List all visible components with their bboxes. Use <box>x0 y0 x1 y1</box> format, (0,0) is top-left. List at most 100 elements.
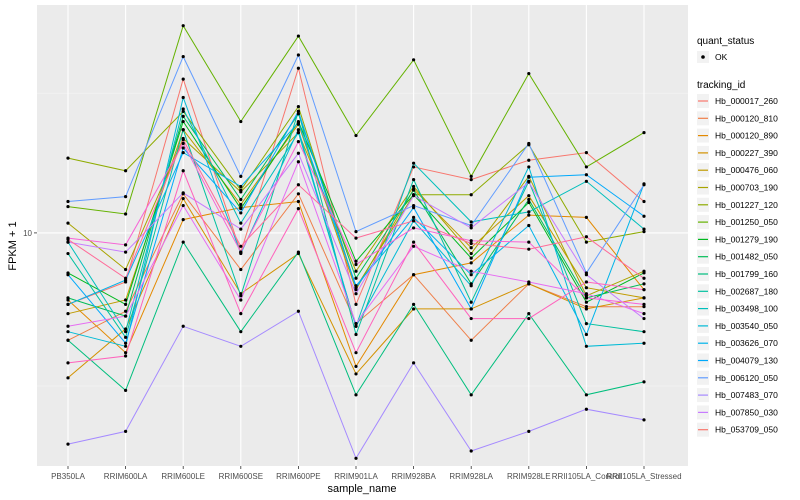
data-point <box>527 200 531 205</box>
legend-series-entries: Hb_000017_260 Hb_000120_810 Hb_000120_890 H… <box>697 94 778 437</box>
legend-title-tracking-id: tracking_id <box>697 80 745 91</box>
legend-entry-label: Hb_007483_070 <box>715 390 778 400</box>
data-point <box>354 456 358 460</box>
data-point <box>584 173 589 177</box>
data-point <box>584 273 589 277</box>
y-axis-ticks: 10 <box>23 229 37 238</box>
data-point <box>296 199 300 204</box>
data-point <box>527 210 531 214</box>
data-point <box>527 429 531 434</box>
data-point <box>296 53 300 57</box>
data-point <box>584 300 589 304</box>
x-tick-label: RRIM600LA <box>104 472 148 481</box>
legend-entry-label: Hb_000476_060 <box>715 165 778 175</box>
data-point <box>469 316 473 321</box>
data-point <box>642 296 646 300</box>
data-point <box>469 223 473 228</box>
legend-entry-label: Hb_004079_130 <box>715 356 778 366</box>
data-point <box>584 322 589 326</box>
data-point <box>412 307 416 311</box>
data-point <box>66 302 70 307</box>
data-point <box>181 95 185 100</box>
legend-entry-label: Hb_000120_890 <box>715 131 778 141</box>
data-point <box>642 341 646 345</box>
data-point <box>469 284 473 288</box>
data-point <box>469 193 473 197</box>
data-point <box>124 243 128 247</box>
legend-quant-entries: OK <box>697 51 728 63</box>
data-point <box>527 175 531 179</box>
data-point <box>239 312 243 316</box>
data-point <box>66 273 70 277</box>
data-points <box>66 24 646 460</box>
plot-panel <box>37 5 688 466</box>
data-point <box>584 407 589 411</box>
data-point <box>124 314 128 318</box>
data-point <box>66 240 70 244</box>
data-point <box>584 179 589 183</box>
x-tick-label: PB350LA <box>51 472 85 481</box>
data-point <box>354 302 358 307</box>
data-point <box>412 188 416 192</box>
data-point <box>354 322 358 326</box>
data-point <box>412 302 416 307</box>
data-point <box>412 215 416 219</box>
data-point <box>66 251 70 256</box>
data-point <box>239 211 243 215</box>
data-point <box>181 128 185 132</box>
data-point <box>239 202 243 207</box>
data-point <box>124 212 128 216</box>
data-point <box>412 58 416 62</box>
data-point <box>354 372 358 376</box>
data-point <box>642 330 646 334</box>
data-point <box>124 429 128 434</box>
data-point <box>642 271 646 275</box>
legend-entry-label: Hb_001227_120 <box>715 200 778 210</box>
data-point <box>642 227 646 231</box>
data-point <box>239 197 243 202</box>
data-point <box>527 213 531 217</box>
data-point <box>296 121 300 125</box>
data-point <box>584 235 589 239</box>
legend: quant_status OK tracking_id Hb_000017_26… <box>697 36 778 437</box>
data-point <box>124 344 128 348</box>
data-point <box>354 276 358 280</box>
data-point <box>66 376 70 380</box>
data-point <box>354 332 358 337</box>
data-point <box>527 280 531 284</box>
data-point <box>181 109 185 113</box>
legend-entry-label: Hb_000227_390 <box>715 148 778 158</box>
legend-entry-label: Hb_001482_050 <box>715 252 778 262</box>
data-point <box>181 77 185 81</box>
legend-entry-label: Hb_003540_050 <box>715 321 778 331</box>
data-point <box>469 261 473 265</box>
data-point <box>527 180 531 184</box>
data-point <box>181 107 185 111</box>
data-point <box>296 309 300 313</box>
data-point <box>584 165 589 169</box>
data-point <box>66 156 70 160</box>
data-point <box>296 250 300 254</box>
data-point <box>124 195 128 199</box>
data-point <box>412 240 416 244</box>
data-point <box>66 296 70 300</box>
x-tick-label: RRII105LA_Control <box>552 472 622 481</box>
data-point <box>124 335 128 339</box>
data-point <box>412 178 416 182</box>
y-axis-title: FPKM + 1 <box>7 221 19 270</box>
data-point <box>412 184 416 189</box>
data-point <box>124 276 128 280</box>
data-point <box>527 312 531 316</box>
data-point <box>642 316 646 321</box>
data-point <box>412 203 416 208</box>
data-point <box>469 246 473 250</box>
data-point <box>354 292 358 296</box>
data-point <box>527 194 531 198</box>
data-point <box>412 161 416 165</box>
data-point <box>354 262 358 267</box>
legend-entry-label: Hb_002687_180 <box>715 286 778 296</box>
data-point <box>584 344 589 348</box>
data-point <box>469 307 473 311</box>
data-point <box>181 203 185 208</box>
